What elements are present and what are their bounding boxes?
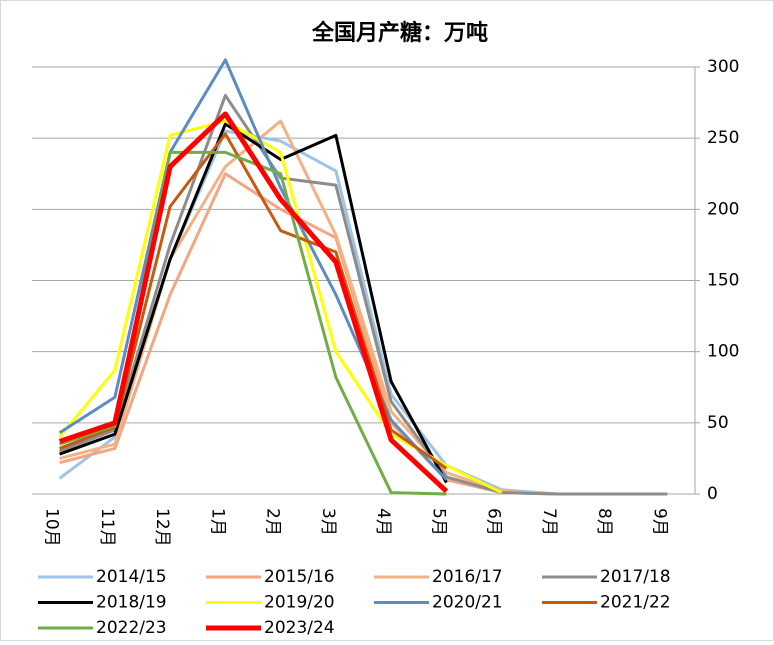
x-tick-label: 11月 — [97, 508, 117, 547]
x-tick-label: 12月 — [152, 508, 172, 547]
legend-label: 2016/17 — [432, 567, 503, 587]
x-tick-label: 5月 — [428, 508, 448, 536]
legend-label: 2021/22 — [600, 593, 671, 613]
legend-label: 2017/18 — [600, 567, 671, 587]
x-tick-label: 8月 — [594, 508, 614, 536]
y-tick-label: 0 — [707, 484, 718, 504]
x-tick-label: 7月 — [539, 508, 559, 536]
legend-label: 2018/19 — [96, 593, 167, 613]
y-tick-label: 200 — [707, 199, 739, 219]
y-tick-label: 100 — [707, 342, 739, 362]
x-tick-label: 10月 — [42, 508, 62, 547]
legend-label: 2019/20 — [264, 593, 335, 613]
x-tick-label: 9月 — [649, 508, 669, 536]
legend-label: 2023/24 — [264, 618, 335, 638]
legend-label: 2022/23 — [96, 618, 167, 638]
series-line — [59, 122, 448, 484]
legend-label: 2014/15 — [96, 567, 167, 587]
y-tick-label: 250 — [707, 128, 739, 148]
y-tick-label: 300 — [707, 57, 739, 77]
series-line — [59, 93, 668, 496]
y-tick-label: 50 — [707, 413, 729, 433]
y-tick-label: 150 — [707, 271, 739, 291]
legend-label: 2015/16 — [264, 567, 335, 587]
x-tick-label: 4月 — [373, 508, 393, 536]
x-tick-label: 3月 — [318, 508, 338, 536]
x-tick-label: 2月 — [263, 508, 283, 536]
x-tick-label: 1月 — [207, 508, 227, 536]
chart-title: 全国月产糖：万吨 — [311, 20, 488, 46]
x-tick-label: 6月 — [484, 508, 504, 536]
series-line — [58, 111, 449, 493]
legend-label: 2020/21 — [432, 593, 503, 613]
